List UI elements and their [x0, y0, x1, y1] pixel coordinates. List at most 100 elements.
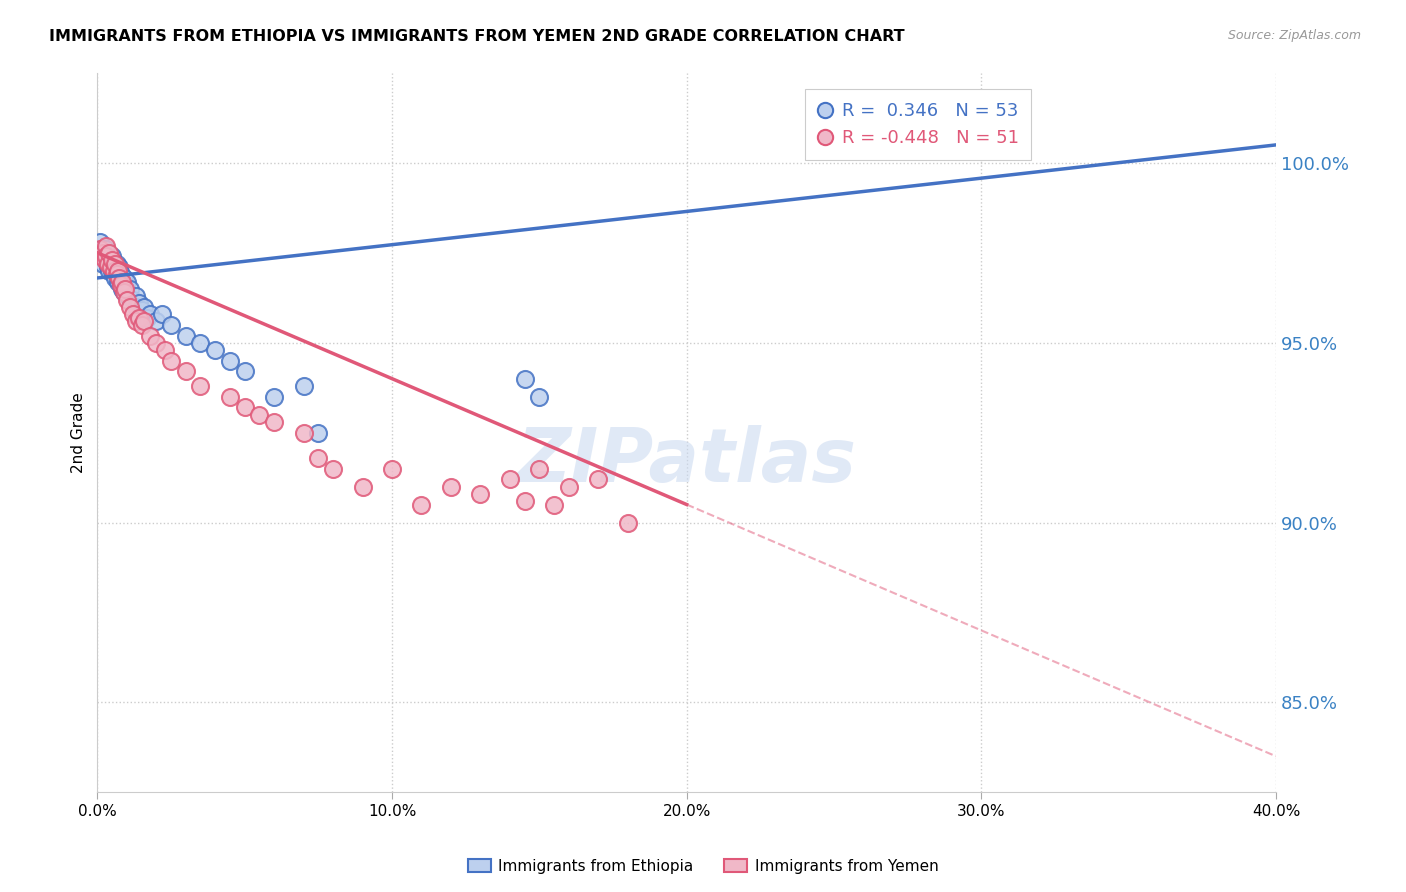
Point [91, 256, 114, 270]
Point [103, 264, 125, 278]
Point [139, 328, 162, 343]
Point [93, 249, 115, 263]
Point [115, 285, 138, 300]
Point [131, 303, 153, 318]
Point [105, 268, 128, 282]
Point [292, 379, 315, 393]
Point [124, 289, 146, 303]
Point [96, 238, 118, 252]
Point [112, 271, 135, 285]
Point [107, 264, 129, 278]
Point [105, 268, 128, 282]
Point [440, 479, 463, 493]
Point [249, 408, 271, 422]
Point [513, 494, 536, 508]
Point [110, 278, 132, 293]
Point [263, 390, 285, 404]
Text: Source: ZipAtlas.com: Source: ZipAtlas.com [1227, 29, 1361, 42]
Point [616, 516, 638, 530]
Point [136, 310, 159, 325]
Point [101, 249, 124, 263]
Point [513, 372, 536, 386]
Point [153, 343, 176, 357]
Point [98, 252, 121, 267]
Point [89, 235, 111, 249]
Point [97, 256, 120, 270]
Point [100, 256, 122, 270]
Point [128, 310, 150, 325]
Point [89, 242, 111, 256]
Point [307, 425, 329, 440]
Point [322, 461, 344, 475]
Point [470, 487, 492, 501]
Point [98, 245, 121, 260]
Point [529, 390, 551, 404]
Point [91, 245, 114, 260]
Point [118, 300, 141, 314]
Point [115, 275, 138, 289]
Point [96, 252, 118, 267]
Point [263, 415, 285, 429]
Point [131, 318, 153, 332]
Point [307, 450, 329, 465]
Point [204, 343, 226, 357]
Point [118, 282, 141, 296]
Point [115, 293, 138, 307]
Point [411, 498, 433, 512]
Point [104, 260, 127, 275]
Point [381, 461, 404, 475]
Point [107, 264, 129, 278]
Point [98, 264, 121, 278]
Point [121, 307, 143, 321]
Point [90, 249, 112, 263]
Point [233, 364, 256, 378]
Point [101, 252, 124, 267]
Point [96, 249, 118, 263]
Text: IMMIGRANTS FROM ETHIOPIA VS IMMIGRANTS FROM YEMEN 2ND GRADE CORRELATION CHART: IMMIGRANTS FROM ETHIOPIA VS IMMIGRANTS F… [49, 29, 905, 44]
Point [107, 275, 129, 289]
Point [190, 379, 212, 393]
Point [139, 307, 162, 321]
Point [93, 252, 115, 267]
Legend: Immigrants from Ethiopia, Immigrants from Yemen: Immigrants from Ethiopia, Immigrants fro… [461, 853, 945, 880]
Point [91, 245, 114, 260]
Point [145, 314, 167, 328]
Point [105, 256, 128, 270]
Point [90, 242, 112, 256]
Point [104, 271, 127, 285]
Point [108, 260, 131, 275]
Point [558, 479, 581, 493]
Point [97, 260, 120, 275]
Point [111, 275, 134, 289]
Point [160, 353, 183, 368]
Point [114, 282, 136, 296]
Point [117, 289, 139, 303]
Point [150, 307, 173, 321]
Text: ZIPatlas: ZIPatlas [516, 425, 856, 498]
Point [104, 256, 127, 270]
Point [134, 314, 156, 328]
Point [219, 390, 242, 404]
Point [110, 278, 132, 293]
Point [128, 296, 150, 310]
Point [233, 401, 256, 415]
Point [352, 479, 374, 493]
Point [112, 285, 135, 300]
Point [112, 285, 135, 300]
Point [499, 472, 522, 486]
Point [121, 293, 143, 307]
Point [124, 314, 146, 328]
Point [145, 335, 167, 350]
Point [103, 268, 125, 282]
Point [543, 498, 565, 512]
Point [124, 300, 146, 314]
Y-axis label: 2nd Grade: 2nd Grade [72, 392, 86, 473]
Point [190, 335, 212, 350]
Point [111, 282, 134, 296]
Point [529, 461, 551, 475]
Point [96, 242, 118, 256]
Point [174, 328, 197, 343]
Point [588, 472, 610, 486]
Legend: R =  0.346   N = 53, R = -0.448   N = 51: R = 0.346 N = 53, R = -0.448 N = 51 [806, 89, 1031, 160]
Point [101, 264, 124, 278]
